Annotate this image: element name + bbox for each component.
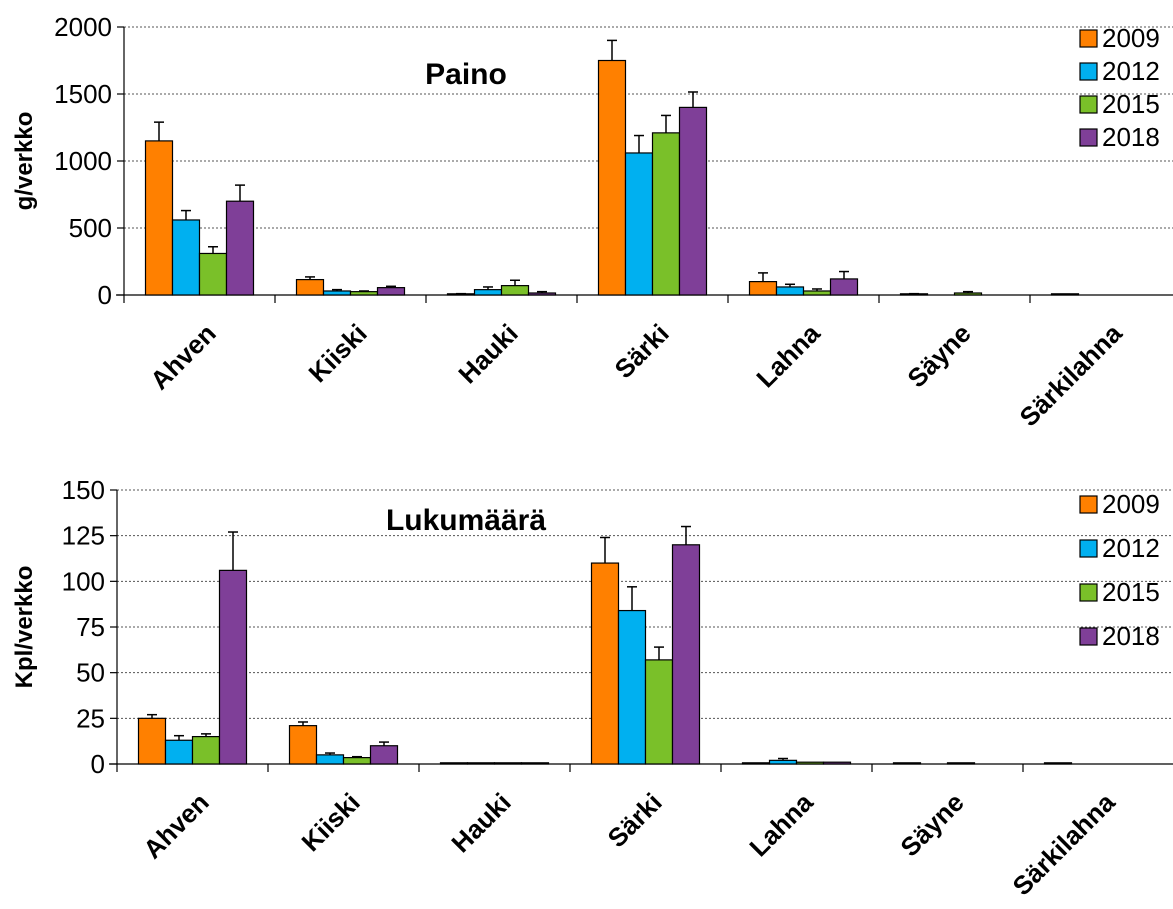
x-category-label: Kiiski	[295, 787, 365, 857]
bar-2012-Särki	[624, 152, 654, 296]
bar-2018-Lahna	[822, 761, 852, 765]
y-tick-label: 75	[76, 612, 105, 642]
legend-label: 2018	[1102, 122, 1160, 152]
x-category-label: Särki	[609, 318, 675, 384]
y-axis-title: Kpl/verkko	[11, 566, 38, 689]
bar-2009-Kiiski	[288, 725, 318, 765]
legend-swatch	[1079, 62, 1098, 81]
bar-2015-Särki	[644, 659, 674, 765]
bar-2009-Särki	[590, 562, 620, 765]
bar-2018-Hauki	[520, 762, 550, 765]
chart-2: 0 25 50 75 100 125 150 Ahven Kiiski Hauki Särki Lah…	[11, 475, 1173, 901]
bar-2018-Lahna	[829, 278, 859, 296]
x-category-label: Säyne	[894, 787, 969, 862]
bar-2018-Ahven	[218, 569, 248, 765]
x-category-label: Ahven	[144, 318, 221, 395]
x-category-label: Särkilahna	[1007, 787, 1122, 902]
bar-2015-Säyne	[946, 762, 976, 765]
legend-swatch	[1079, 29, 1098, 48]
x-category-label: Hauki	[452, 318, 523, 389]
bar-2009-Särki	[597, 59, 627, 296]
bar-2012-Kiiski	[322, 290, 352, 296]
bar-2009-Lahna	[741, 762, 771, 765]
bar-2009-Hauki	[439, 762, 469, 765]
bar-2012-Lahna	[768, 759, 798, 765]
legend-swatch	[1079, 128, 1098, 147]
bar-2012-Hauki	[466, 762, 496, 765]
legend-label: 2009	[1102, 23, 1160, 53]
x-category-label: Lahna	[743, 787, 819, 863]
legend-label: 2012	[1102, 533, 1160, 563]
y-tick-label: 50	[76, 658, 105, 688]
x-category-label: Hauki	[445, 787, 516, 858]
bar-2015-Ahven	[198, 252, 228, 296]
bar-2015-Hauki	[493, 762, 523, 765]
y-tick-label: 0	[91, 749, 105, 779]
y-tick-label: 25	[76, 703, 105, 733]
legend-swatch	[1079, 583, 1098, 602]
y-tick-label: 2000	[54, 12, 112, 42]
chart-1: 0 500 1000 1500 2000 Ahven Kiiski Hauki Särki Lah…	[11, 12, 1173, 432]
bar-2012-Särki	[617, 609, 647, 765]
x-category-label: Säyne	[901, 318, 976, 393]
bar-2009-Kiiski	[295, 278, 325, 296]
y-tick-label: 100	[62, 566, 105, 596]
bar-2012-Hauki	[473, 289, 503, 296]
bar-2012-Lahna	[775, 286, 805, 296]
x-category-label: Ahven	[137, 787, 214, 864]
bar-2009-Ahven	[137, 717, 167, 765]
legend-label: 2015	[1102, 89, 1160, 119]
bar-2015-Ahven	[191, 735, 221, 765]
bar-2015-Särki	[651, 132, 681, 296]
bar-2018-Särki	[671, 544, 701, 765]
legend-swatch	[1079, 95, 1098, 114]
x-category-label: Särki	[602, 787, 668, 853]
y-tick-label: 150	[62, 475, 105, 505]
legend-label: 2012	[1102, 56, 1160, 86]
legend-swatch	[1079, 627, 1098, 646]
y-axis-title: g/verkko	[11, 112, 38, 211]
bar-2015-Kiiski	[342, 757, 372, 765]
y-tick-label: 1000	[54, 146, 112, 176]
x-category-label: Särkilahna	[1014, 318, 1129, 433]
bar-2012-Ahven	[171, 219, 201, 296]
bar-2018-Ahven	[225, 200, 255, 296]
bar-2018-Särki	[678, 106, 708, 296]
bar-2018-Hauki	[527, 292, 557, 296]
chart-title: Lukumäärä	[386, 504, 546, 537]
legend-label: 2009	[1102, 489, 1160, 519]
y-tick-label: 0	[98, 280, 112, 310]
legend-swatch	[1079, 539, 1098, 558]
y-tick-label: 500	[69, 213, 112, 243]
bar-2009-Särkilahna	[1043, 762, 1073, 765]
bar-2012-Ahven	[164, 739, 194, 765]
bar-2015-Hauki	[500, 285, 530, 296]
bar-2009-Lahna	[748, 281, 778, 296]
bar-2012-Kiiski	[315, 754, 345, 765]
bar-2015-Lahna	[802, 290, 832, 296]
legend-swatch	[1079, 495, 1098, 514]
bar-2018-Kiiski	[369, 745, 399, 765]
y-tick-label: 125	[62, 521, 105, 551]
legend-label: 2015	[1102, 577, 1160, 607]
bar-2009-Ahven	[144, 140, 174, 296]
bar-2015-Säyne	[953, 292, 983, 296]
bar-2015-Lahna	[795, 761, 825, 765]
bar-2009-Säyne	[892, 762, 922, 765]
x-category-label: Lahna	[750, 318, 826, 394]
legend-label: 2018	[1102, 621, 1160, 651]
bar-2015-Kiiski	[349, 291, 379, 296]
y-tick-label: 1500	[54, 79, 112, 109]
x-category-label: Kiiski	[302, 318, 372, 388]
chart-title: Paino	[425, 58, 507, 91]
bar-2018-Kiiski	[376, 287, 406, 296]
